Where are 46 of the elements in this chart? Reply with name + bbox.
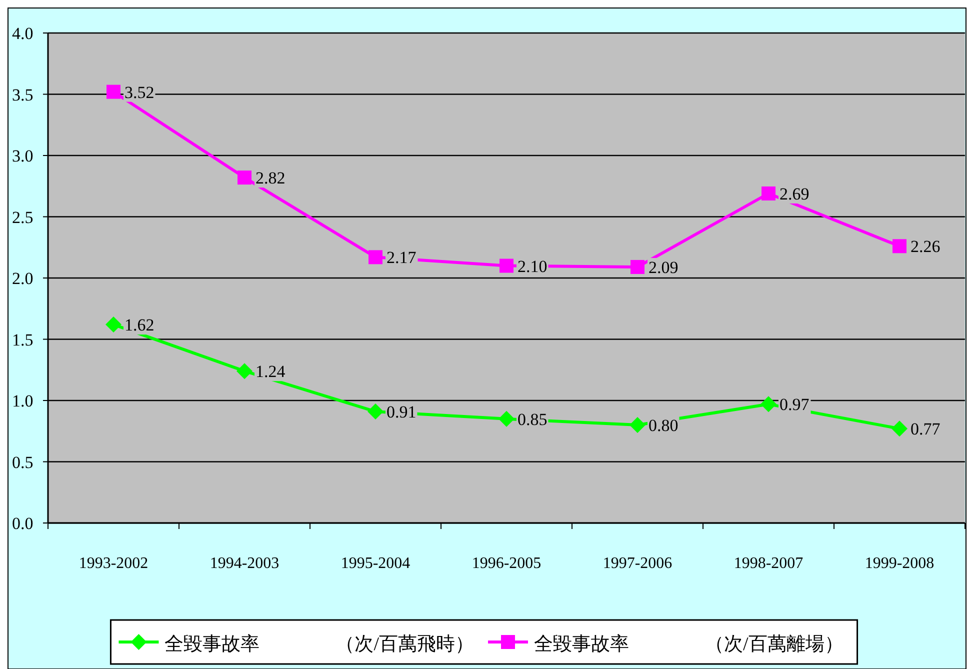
x-tick-label: 1996-2005 xyxy=(472,555,542,572)
point xyxy=(762,186,776,200)
x-tick-label: 1999-2008 xyxy=(864,555,934,572)
data-label: 3.52 xyxy=(124,82,154,102)
point xyxy=(236,363,252,380)
point xyxy=(106,316,122,333)
legend-label: 全毀事故率 （次/百萬飛時） xyxy=(164,633,474,655)
data-label: 2.09 xyxy=(648,258,678,277)
data-label: 0.77 xyxy=(910,420,941,439)
data-label: 1.24 xyxy=(256,362,286,382)
data-label: 2.10 xyxy=(518,256,548,276)
point xyxy=(630,260,644,274)
point xyxy=(498,410,514,427)
point xyxy=(238,170,252,185)
legend-label: 全毀事故率 （次/百萬離場） xyxy=(534,633,844,655)
data-label: 1.62 xyxy=(124,316,154,335)
point xyxy=(892,239,906,254)
x-tick-label: 1998-2007 xyxy=(734,555,804,572)
point xyxy=(760,396,776,412)
point xyxy=(106,84,120,99)
y-tick-label: 0.5 xyxy=(12,452,34,472)
data-label: 0.85 xyxy=(518,410,548,429)
point xyxy=(368,404,384,420)
data-label: 2.17 xyxy=(386,248,417,268)
x-tick-label: 1994-2003 xyxy=(210,555,280,572)
data-label: 2.82 xyxy=(256,168,286,188)
y-tick-label: 1.5 xyxy=(12,330,34,350)
y-tick-label: 2.0 xyxy=(12,269,34,288)
y-tick-label: 3.0 xyxy=(12,146,34,166)
y-tick-label: 3.5 xyxy=(12,85,34,104)
data-label: 2.26 xyxy=(910,237,940,256)
data-label: 0.80 xyxy=(648,416,678,435)
x-tick-label: 1993-2002 xyxy=(78,555,148,572)
point xyxy=(368,250,382,264)
data-label: 2.69 xyxy=(780,184,810,204)
y-tick-label: 0.0 xyxy=(12,514,34,533)
point xyxy=(630,417,646,433)
data-label: 0.91 xyxy=(386,402,416,422)
data-label: 0.97 xyxy=(780,395,810,414)
x-tick-label: 1995-2004 xyxy=(340,555,410,572)
y-tick-label: 2.5 xyxy=(12,208,34,227)
y-tick-label: 1.0 xyxy=(12,392,34,410)
point xyxy=(892,420,908,437)
point xyxy=(500,258,514,273)
x-tick-label: 1997-2006 xyxy=(602,555,672,572)
y-tick-label: 4.0 xyxy=(12,24,34,43)
